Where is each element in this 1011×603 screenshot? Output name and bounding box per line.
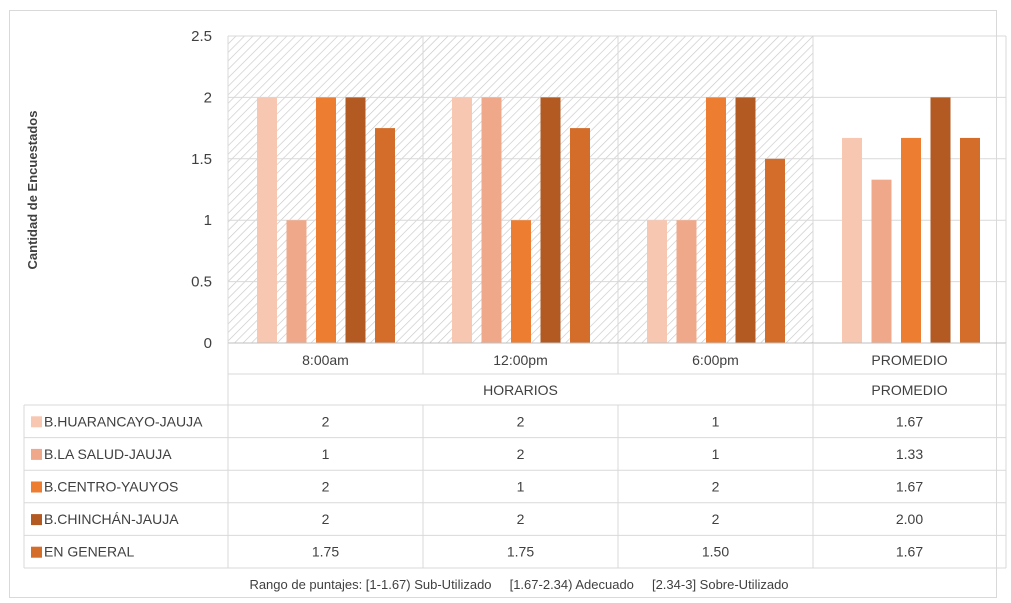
y-axis-label: Cantidad de Encuestados [25, 111, 40, 270]
x-tick-label: PROMEDIO [871, 352, 947, 368]
bar [257, 97, 277, 344]
legend-swatch [31, 481, 42, 493]
bar-base [765, 340, 785, 342]
bar-base [375, 340, 395, 342]
legend-label: B.HUARANCAYO-JAUJA [44, 413, 203, 429]
x-tick-label: 8:00am [302, 352, 349, 368]
bar-base [735, 340, 756, 342]
x-tick-label: 6:00pm [692, 352, 739, 368]
bar-base [676, 340, 697, 342]
bar [570, 128, 590, 343]
bar-base [540, 340, 561, 342]
legend-swatch [31, 546, 42, 558]
bar [706, 97, 726, 344]
footnote: Rango de puntajes: [1-1.67) Sub-Utilizad… [249, 577, 788, 592]
table-cell-value: 2.00 [896, 511, 923, 527]
bar-base [257, 340, 277, 342]
bar-base [316, 340, 336, 342]
bar [930, 97, 951, 344]
bar [676, 220, 697, 343]
bar [452, 97, 472, 344]
table-cell-value: 2 [517, 413, 525, 429]
bar-base [481, 340, 502, 342]
bar [540, 97, 561, 344]
legend-swatch [31, 514, 42, 526]
table-cell-value: 2 [517, 511, 525, 527]
table-cell-value: 2 [322, 479, 330, 495]
bar-base [930, 340, 951, 342]
table-cell-value: 1.75 [312, 544, 339, 560]
bar-base [871, 340, 892, 342]
table-cell-value: 2 [712, 511, 720, 527]
bar [647, 220, 667, 343]
legend-label: B.CHINCHÁN-JAUJA [44, 511, 179, 527]
bar-base [511, 340, 531, 342]
bar [765, 158, 785, 343]
table-cell-value: 2 [712, 479, 720, 495]
y-tick-label: 0 [204, 335, 212, 352]
table-cell-value: 2 [322, 511, 330, 527]
legend-swatch [31, 416, 42, 428]
bar-base [286, 340, 307, 342]
table-cell-value: 1.33 [896, 446, 923, 462]
table-cell-value: 1 [712, 413, 720, 429]
table-cell-value: 1 [712, 446, 720, 462]
bar-base [570, 340, 590, 342]
legend-label: EN GENERAL [44, 544, 134, 560]
legend-label: B.LA SALUD-JAUJA [44, 446, 172, 462]
group-label-promedio: PROMEDIO [871, 382, 947, 398]
bar [375, 128, 395, 343]
table-cell-value: 1.75 [507, 544, 534, 560]
bar [735, 97, 756, 344]
legend-label: B.CENTRO-YAUYOS [44, 479, 178, 495]
bar [316, 97, 336, 344]
bar-base [960, 340, 980, 342]
table-cell-value: 1.67 [896, 479, 923, 495]
table-cell-value: 2 [517, 446, 525, 462]
y-tick-label: 2.5 [191, 28, 212, 45]
bar [871, 179, 892, 343]
table-cell-value: 1 [322, 446, 330, 462]
table-cell-value: 1 [517, 479, 525, 495]
bar-base [345, 340, 366, 342]
bar [901, 137, 921, 343]
bar [842, 137, 862, 343]
bar [511, 220, 531, 343]
bar [345, 97, 366, 344]
bar [960, 137, 980, 343]
bar-base [901, 340, 921, 342]
bar-base [452, 340, 472, 342]
table-cell-value: 1.67 [896, 413, 923, 429]
group-label-horarios: HORARIOS [483, 382, 558, 398]
x-tick-label: 12:00pm [493, 352, 547, 368]
table-cell-value: 2 [322, 413, 330, 429]
table-cell-value: 1.50 [702, 544, 729, 560]
y-tick-label: 2 [204, 89, 212, 106]
bar-base [647, 340, 667, 342]
bar [286, 220, 307, 343]
legend-swatch [31, 448, 42, 460]
bar-base [842, 340, 862, 342]
y-tick-label: 1.5 [191, 151, 212, 168]
bar [481, 97, 502, 344]
y-tick-label: 1 [204, 212, 212, 229]
bar-base [706, 340, 726, 342]
y-tick-label: 0.5 [191, 274, 212, 291]
table-cell-value: 1.67 [896, 544, 923, 560]
